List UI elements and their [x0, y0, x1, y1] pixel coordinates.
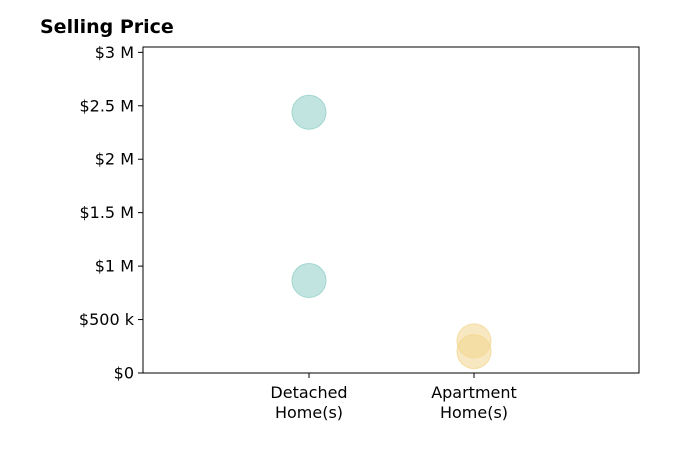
y-tick-label: $3 M [95, 43, 134, 62]
data-point[interactable] [291, 94, 327, 130]
y-tick-label: $1.5 M [79, 203, 134, 222]
chart-title: Selling Price [40, 16, 174, 38]
x-tick-label: Apartment Home(s) [431, 383, 517, 422]
y-tick-label: $1 M [95, 257, 134, 276]
x-tick-label: Detached Home(s) [270, 383, 347, 422]
y-tick-label: $0 [114, 364, 134, 383]
plot-frame [142, 46, 640, 374]
data-point[interactable] [456, 334, 492, 370]
data-point[interactable] [291, 263, 327, 299]
y-tick-label: $2.5 M [79, 96, 134, 115]
y-tick-label: $500 k [79, 310, 135, 329]
y-tick-label: $2 M [95, 150, 134, 169]
